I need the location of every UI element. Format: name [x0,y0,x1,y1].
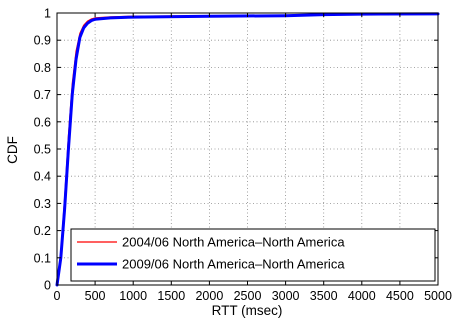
y-tick-label: 0.1 [34,251,51,265]
y-tick-label: 1 [44,7,51,21]
legend: 2004/06 North America–North America 2009/… [70,228,436,282]
series-group [55,12,440,287]
y-tick-label: 0 [44,279,51,293]
y-tick-label: 0.3 [34,197,51,211]
y-tick-label: 0.9 [34,34,51,48]
x-tick-label: 500 [85,289,106,303]
y-axis-title: CDF [5,136,20,164]
x-tick-label: 1500 [157,289,185,303]
legend-box [70,228,436,282]
x-tick-label: 2500 [234,289,262,303]
y-tick-label: 0.5 [34,143,51,157]
x-tick-label: 3500 [310,289,338,303]
x-tick-label: 4500 [386,289,414,303]
y-tick-label: 0.2 [34,224,51,238]
y-tick-label: 0.6 [34,115,51,129]
y-tick-label: 0.7 [34,88,51,102]
legend-label-1: 2004/06 North America–North America [122,235,345,250]
series-line-2 [55,12,440,287]
x-axis-title: RTT (msec) [212,303,283,318]
x-tick-label: 4000 [348,289,376,303]
tick-labels: 0 500 1000 1500 2000 2500 3000 3500 4000 4500 5000… [34,7,452,304]
x-tick-label: 0 [54,289,61,303]
x-tick-label: 1000 [119,289,147,303]
y-tick-label: 0.8 [34,61,51,75]
axes [56,12,439,286]
x-tick-label: 5000 [424,289,452,303]
x-tick-label: 2000 [195,289,223,303]
x-tick-label: 3000 [272,289,300,303]
legend-label-2: 2009/06 North America–North America [122,257,345,272]
y-tick-label: 0.4 [34,170,51,184]
